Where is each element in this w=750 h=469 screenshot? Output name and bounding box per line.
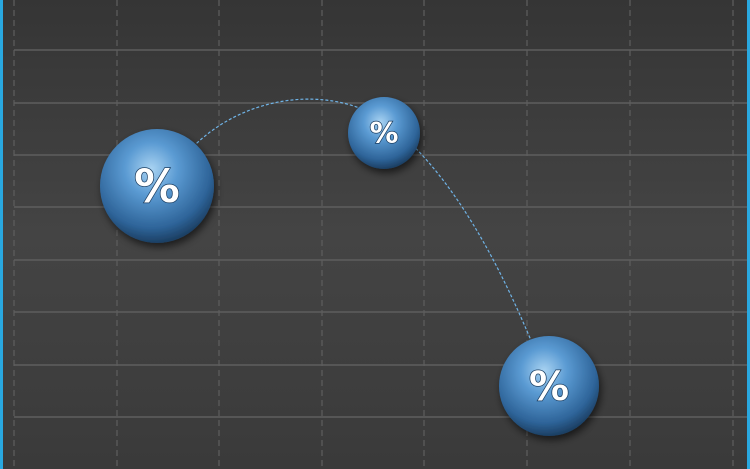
percent-sign: % xyxy=(529,364,569,410)
sphere-body xyxy=(348,97,420,169)
sphere-body xyxy=(100,129,214,243)
left-border xyxy=(0,0,3,469)
percent-sphere: % xyxy=(499,336,599,436)
percent-sphere: % xyxy=(100,129,214,243)
percent-sphere: % xyxy=(348,97,420,169)
sphere-body xyxy=(499,336,599,436)
percent-sign: % xyxy=(370,116,399,150)
right-border xyxy=(747,0,750,469)
percent-sign: % xyxy=(134,160,180,213)
